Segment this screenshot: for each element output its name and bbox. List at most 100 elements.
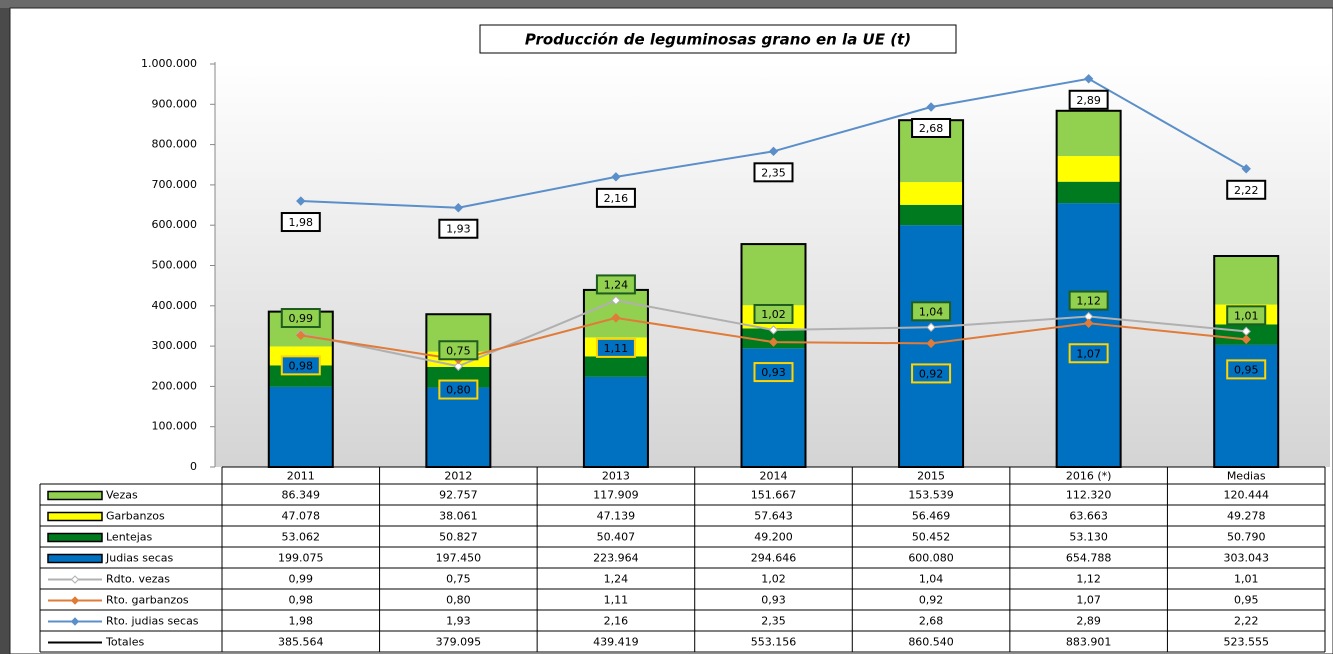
data-label: 2,16: [604, 192, 629, 205]
x-tick-label: Medias: [1227, 470, 1266, 483]
data-label: 1,93: [446, 223, 471, 236]
table-cell: 92.757: [439, 489, 478, 502]
bar-segment: [1056, 203, 1121, 468]
legend-label: Garbanzos: [106, 510, 165, 523]
table-cell: 53.062: [282, 531, 321, 544]
line-marker: [768, 325, 779, 335]
table-cell: 2,89: [1076, 615, 1101, 628]
table-cell: 49.278: [1227, 510, 1266, 523]
bar-segment: [1056, 156, 1121, 182]
table-cell: 50.407: [597, 531, 636, 544]
data-label-box: [280, 355, 321, 376]
table-cell: 0,80: [446, 594, 471, 607]
data-label-box: [911, 301, 952, 322]
data-label: 1,24: [604, 278, 629, 291]
table-cell: 379.095: [436, 636, 482, 649]
line-marker: [768, 337, 779, 347]
table-cell: 153.539: [908, 489, 954, 502]
table-cell: 1,11: [604, 594, 629, 607]
legend-label: Rdto. vezas: [106, 573, 170, 586]
table-cell: 2,35: [761, 615, 786, 628]
bar-segment: [1056, 181, 1121, 204]
table-cell: 2,22: [1234, 615, 1259, 628]
table-cell: 1,12: [1076, 573, 1101, 586]
line-marker: [453, 361, 464, 371]
legend-swatch: [47, 490, 103, 501]
legend-label: Vezas: [106, 489, 138, 502]
table-cell: 523.555: [1223, 636, 1269, 649]
table-cell: 151.667: [751, 489, 797, 502]
legend-label: Rto. garbanzos: [106, 594, 189, 607]
data-label: 1,11: [604, 342, 629, 355]
top-strip: [0, 0, 1333, 8]
data-label: 1,07: [1076, 347, 1101, 360]
y-tick-label: 500.000: [152, 259, 198, 272]
line-marker: [1083, 318, 1094, 328]
data-label-box: [911, 117, 952, 138]
x-tick-label: 2015: [917, 470, 945, 483]
x-tick-label: 2013: [602, 470, 630, 483]
table-cell: 57.643: [754, 510, 793, 523]
line-marker: [611, 295, 621, 306]
table-cell: 1,93: [446, 615, 471, 628]
table-cell: 199.075: [278, 552, 324, 565]
table-cell: 0,75: [446, 573, 471, 586]
table-cell: 1,01: [1234, 573, 1259, 586]
data-label-box: [753, 303, 794, 324]
data-label: 0,80: [446, 384, 471, 397]
table-cell: 49.200: [754, 531, 793, 544]
bar-segment: [426, 387, 491, 467]
legend-label: Totales: [105, 636, 144, 649]
bar-segment: [899, 182, 964, 205]
data-label-box: [753, 162, 794, 183]
table-cell: 47.078: [282, 510, 321, 523]
table-cell: 117.909: [593, 489, 639, 502]
y-tick-label: 900.000: [152, 97, 198, 110]
line-marker: [1241, 334, 1251, 345]
line-marker: [611, 172, 621, 182]
x-tick-label: 2011: [287, 470, 315, 483]
data-label: 0,93: [761, 366, 786, 379]
table-cell: 2,68: [919, 615, 944, 628]
legend-marker: [70, 596, 80, 605]
legend-label: Rto. judias secas: [106, 615, 199, 628]
data-label-box: [438, 340, 479, 361]
table-cell: 47.139: [597, 510, 636, 523]
data-label: 2,22: [1234, 184, 1259, 197]
bar-segment: [899, 204, 964, 226]
data-label-box: [1226, 305, 1267, 326]
table-cell: 86.349: [282, 489, 321, 502]
legend-label: Judias secas: [105, 552, 174, 565]
data-label: 0,95: [1234, 363, 1259, 376]
data-label-box: [595, 337, 636, 358]
data-label: 2,68: [919, 122, 944, 135]
line-marker: [296, 330, 306, 341]
table-cell: 883.901: [1066, 636, 1112, 649]
legend-swatch: [47, 511, 103, 522]
table-cell: 1,02: [761, 573, 786, 586]
data-label-box: [595, 274, 636, 295]
y-tick-label: 600.000: [152, 218, 198, 231]
table-cell: 553.156: [751, 636, 797, 649]
line-marker: [1241, 164, 1251, 174]
table-cell: 860.540: [908, 636, 954, 649]
legend-swatch: [47, 553, 103, 564]
line-marker: [926, 338, 936, 349]
table-cell: 1,04: [919, 573, 944, 586]
data-label: 1,02: [761, 308, 786, 321]
table-cell: 439.419: [593, 636, 639, 649]
data-label-box: [1226, 359, 1267, 380]
line-marker: [926, 322, 936, 333]
data-label: 1,04: [919, 305, 944, 318]
data-label: 2,89: [1076, 94, 1101, 107]
table-cell: 600.080: [908, 552, 954, 565]
data-label: 0,75: [446, 344, 471, 357]
table-cell: 50.452: [912, 531, 951, 544]
bar-segment: [583, 356, 648, 377]
table-cell: 112.320: [1066, 489, 1112, 502]
table-cell: 0,99: [289, 573, 314, 586]
line-marker: [611, 313, 621, 323]
y-tick-label: 100.000: [152, 420, 198, 433]
table-cell: 63.663: [1069, 510, 1108, 523]
